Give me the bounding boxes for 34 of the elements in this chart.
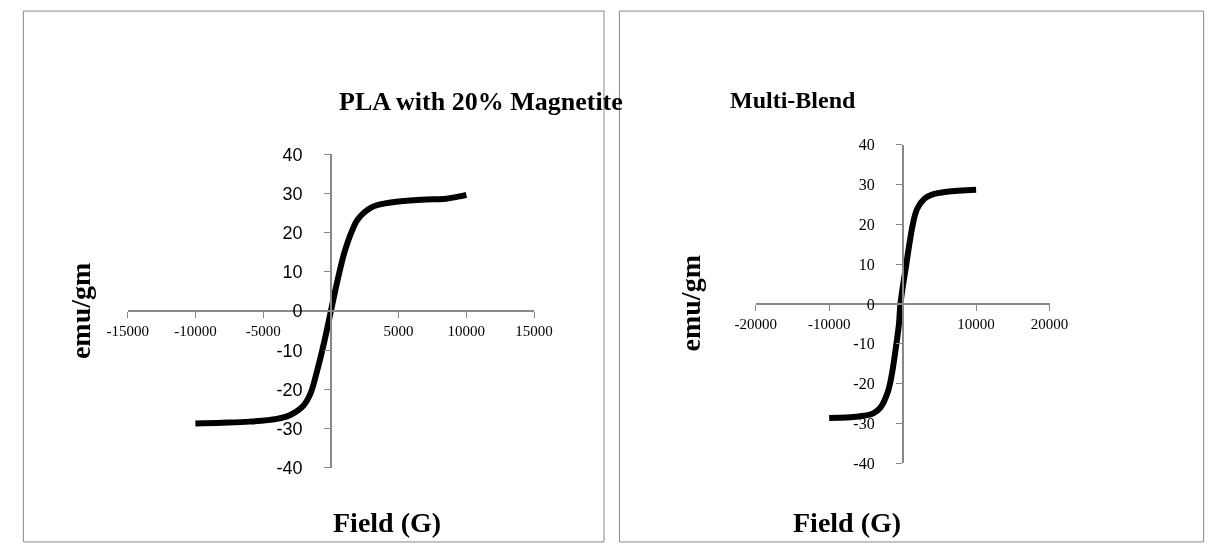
y-tick-label: -20 <box>853 375 875 393</box>
x-axis-title: Field (G) <box>333 507 442 538</box>
y-tick-label: -30 <box>276 418 303 439</box>
y-tick-label: -30 <box>853 414 875 432</box>
chart-title: PLA with 20% Magnetite <box>339 87 623 116</box>
y-tick-label: 0 <box>866 295 875 313</box>
x-tick-label: 5000 <box>383 322 414 339</box>
y-tick-label: 40 <box>858 136 875 154</box>
x-tick-label: -20000 <box>734 315 777 332</box>
y-tick-label: 20 <box>282 223 303 244</box>
x-axis-title: Field (G) <box>793 507 902 538</box>
y-tick-label: -40 <box>853 454 875 472</box>
x-tick-label: -5000 <box>245 322 281 339</box>
y-axis-title: emu/gm <box>64 262 96 360</box>
x-tick-label: -15000 <box>106 322 149 339</box>
y-axis-title: emu/gm <box>674 255 706 352</box>
y-tick-label: -10 <box>853 335 875 353</box>
y-tick-label: 30 <box>282 183 303 204</box>
x-tick-label: 20000 <box>1030 315 1069 332</box>
x-tick-label: 10000 <box>447 322 486 339</box>
y-tick-label: 40 <box>282 144 303 165</box>
y-tick-label: 10 <box>282 262 303 283</box>
y-tick-label: 20 <box>858 216 875 233</box>
x-tick-label: 10000 <box>957 315 995 332</box>
y-tick-label: -10 <box>276 340 303 361</box>
x-tick-label: -10000 <box>807 315 851 332</box>
x-tick-label: 15000 <box>515 322 553 339</box>
y-tick-label: 10 <box>858 255 875 273</box>
x-tick-label: -10000 <box>174 322 217 339</box>
y-tick-label: 0 <box>292 301 303 322</box>
y-tick-label: -20 <box>276 379 303 400</box>
y-tick-label: -40 <box>276 458 303 479</box>
y-tick-label: 30 <box>858 176 875 194</box>
chart-title: Multi-Blend <box>730 87 856 113</box>
